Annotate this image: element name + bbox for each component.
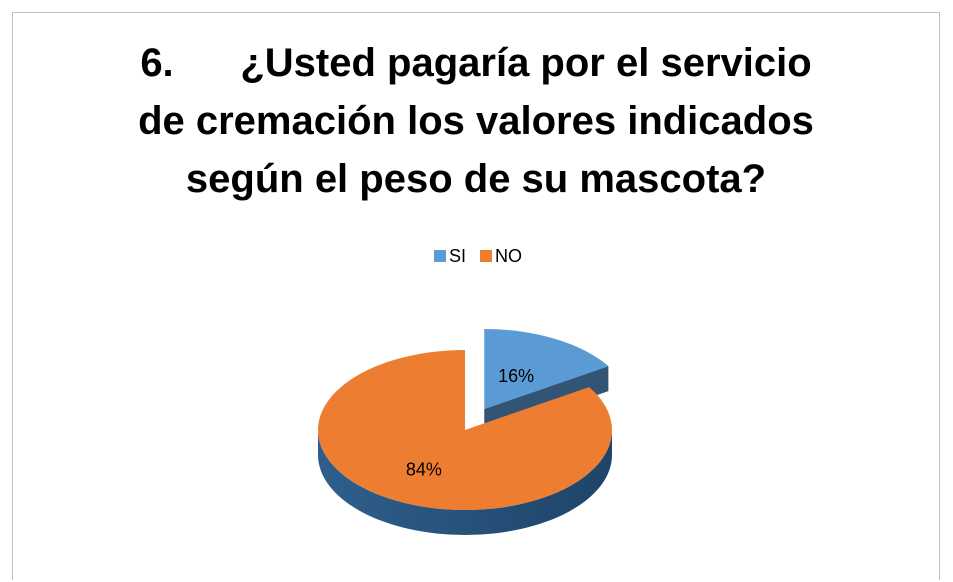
- legend-label: NO: [495, 246, 522, 266]
- slice-side: [318, 430, 612, 535]
- pie-slice: [317, 350, 612, 510]
- chart-title: 6. ¿Usted pagaría por el servicio de cre…: [138, 41, 826, 201]
- data-label: 84%: [406, 459, 442, 479]
- legend-swatch: [480, 250, 493, 262]
- pie-slice: [484, 328, 609, 409]
- legend-label: SI: [449, 246, 466, 266]
- legend-swatch: [434, 250, 446, 262]
- chart-frame: [12, 12, 940, 580]
- data-label: 16%: [498, 366, 534, 386]
